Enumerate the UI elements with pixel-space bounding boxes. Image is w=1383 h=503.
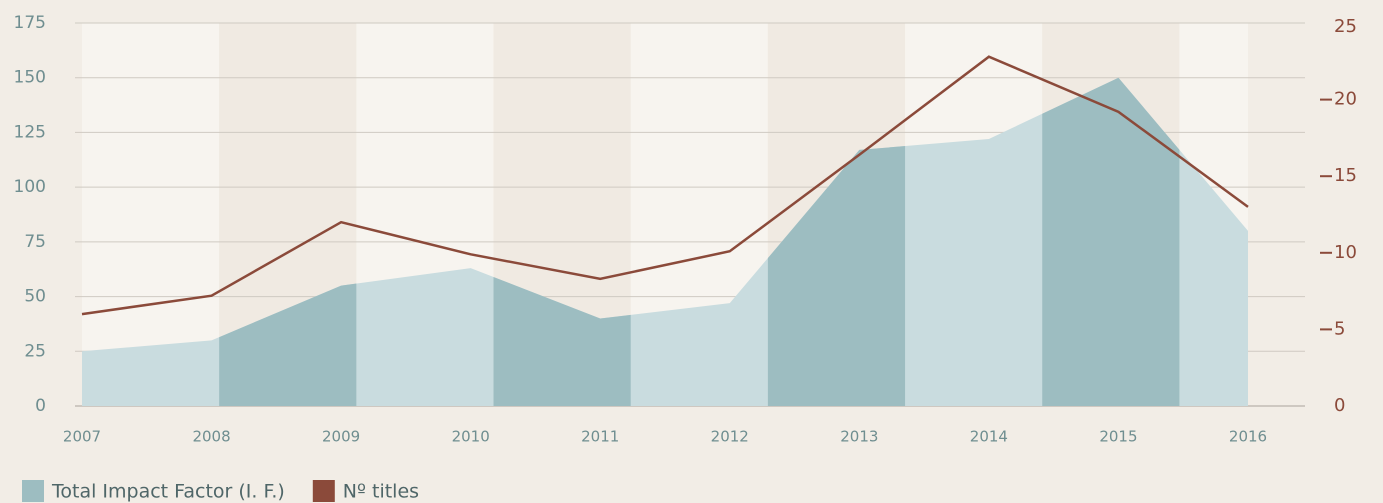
x-tick-label: 2014 <box>970 428 1008 446</box>
x-tick-label: 2008 <box>192 428 230 446</box>
y-tick-label: 175 <box>14 13 46 33</box>
area <box>82 77 1248 406</box>
legend-swatch <box>312 480 335 502</box>
x-tick-label: 2007 <box>63 428 101 446</box>
legend-label: Nº titles <box>343 481 419 503</box>
y-tick-label: 125 <box>14 122 46 142</box>
y-tick-label: 50 <box>24 287 46 307</box>
x-tick-label: 2016 <box>1229 428 1267 446</box>
y-tick-label: 150 <box>14 68 46 88</box>
x-tick-label: 2015 <box>1099 428 1137 446</box>
y-tick-label: 0 <box>35 396 46 416</box>
legend-swatch <box>22 480 44 502</box>
x-tick-label: 2011 <box>581 428 619 446</box>
y-tick-label: 25 <box>24 341 46 361</box>
legend-label: Total Impact Factor (I. F.) <box>51 481 285 503</box>
y2-tick-label: 5 <box>1334 318 1345 339</box>
x-tick-label: 2013 <box>840 428 878 446</box>
y2-tick-label: 15 <box>1334 165 1357 186</box>
y-tick-label: 75 <box>24 232 46 252</box>
y2-tick-label: 25 <box>1334 16 1357 37</box>
y2-tick-label: 20 <box>1334 89 1357 110</box>
y2-tick-label: 10 <box>1334 242 1357 263</box>
y-tick-label: 100 <box>14 177 46 197</box>
y2-tick-label: 0 <box>1334 395 1345 416</box>
x-tick-label: 2012 <box>711 428 749 446</box>
x-tick-label: 2010 <box>452 428 490 446</box>
line <box>81 55 1249 316</box>
x-tick-label: 2009 <box>322 428 360 446</box>
